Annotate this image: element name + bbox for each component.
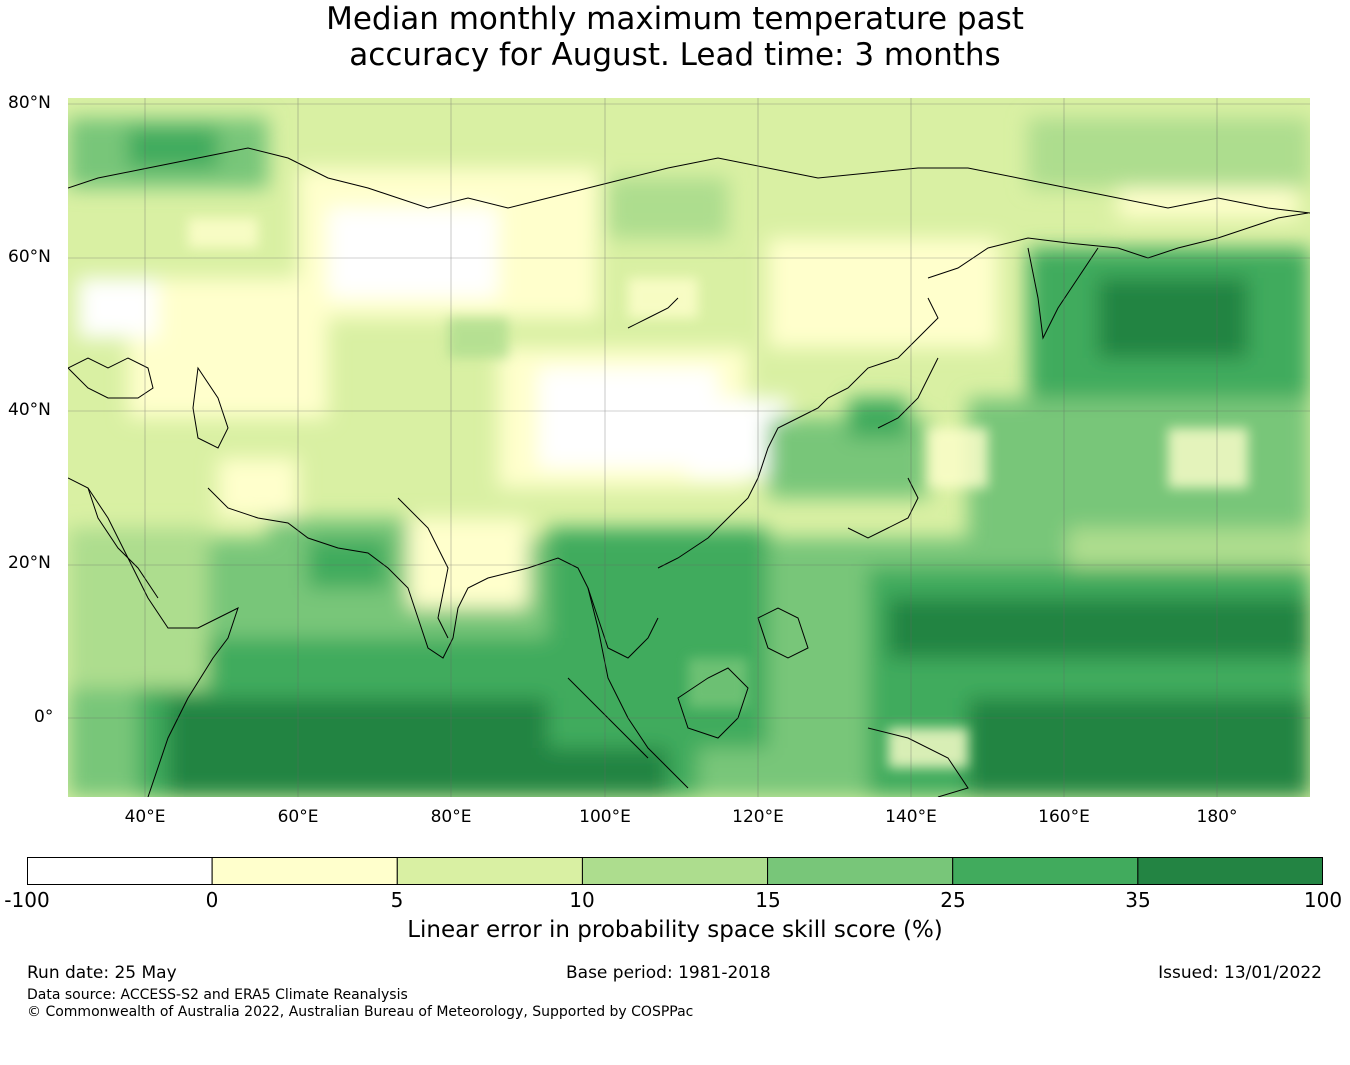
colorbar [27,857,1323,885]
gridlines [68,98,1310,797]
colorbar-label-6: 35 [1125,888,1151,912]
lon-label-160e: 160°E [1038,807,1090,827]
run-date: Run date: 25 May [27,963,177,983]
colorbar-label-4: 15 [755,888,781,912]
colorbar-bin-6 [1137,857,1323,885]
lon-label-100e: 100°E [579,807,631,827]
skill-score-map [68,98,1310,797]
colorbar-label-1: 0 [205,888,219,912]
chart-title-line-1: Median monthly maximum temperature past [326,1,1024,37]
colorbar-bin-4 [767,857,954,885]
colorbar-label-2: 5 [390,888,404,912]
copyright: © Commonwealth of Australia 2022, Austra… [27,1004,694,1020]
lat-label-80n: 80°N [8,93,51,113]
lat-label-60n: 60°N [8,247,51,267]
colorbar-bin-0 [27,857,213,885]
data-source: Data source: ACCESS-S2 and ERA5 Climate … [27,987,408,1003]
colorbar-label-5: 25 [940,888,966,912]
lon-label-140e: 140°E [885,807,937,827]
colorbar-bin-2 [396,857,583,885]
lat-label-20n: 20°N [8,553,51,573]
base-period: Base period: 1981-2018 [566,963,771,983]
lat-label-0: 0° [34,707,54,727]
colorbar-label-3: 10 [569,888,595,912]
colorbar-title: Linear error in probability space skill … [407,917,943,943]
lon-label-40e: 40°E [124,807,166,827]
chart-title-line-2: accuracy for August. Lead time: 3 months [349,37,1001,73]
lon-label-120e: 120°E [732,807,784,827]
coastlines [68,147,1310,797]
lon-label-60e: 60°E [277,807,319,827]
colorbar-label-7: 100 [1303,888,1343,912]
map-field [68,118,1310,797]
issued-date: Issued: 13/01/2022 [1158,963,1322,983]
colorbar-label-0: -100 [4,888,50,912]
lat-label-40n: 40°N [8,400,51,420]
lon-label-180: 180° [1196,807,1238,827]
lon-label-80e: 80°E [430,807,472,827]
colorbar-bin-3 [581,857,769,885]
colorbar-bin-1 [211,857,398,885]
colorbar-bin-5 [952,857,1139,885]
